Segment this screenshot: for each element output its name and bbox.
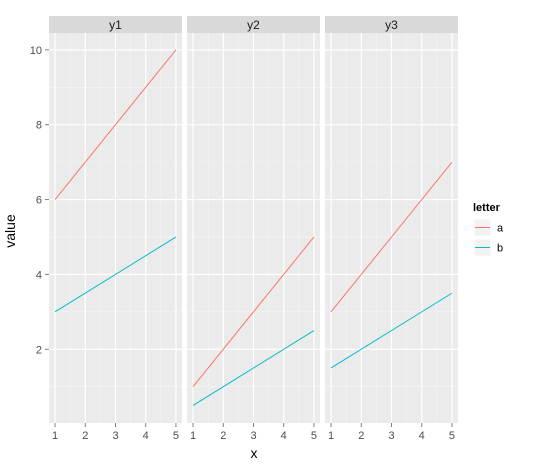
facet-strip (325, 16, 458, 33)
series-line-b (330, 292, 453, 369)
x-tick-label: 1 (328, 430, 334, 442)
facet-strip-label: y1 (109, 18, 122, 32)
x-tick-label: 5 (173, 430, 179, 442)
legend: letter ab (473, 202, 504, 257)
facet-strip-label: y2 (247, 18, 260, 32)
facet-y2: y2 (187, 16, 320, 423)
x-tick-label: 2 (220, 430, 226, 442)
facet-strip (49, 16, 182, 33)
facet-strip (187, 16, 320, 33)
legend-label-a: a (497, 223, 504, 235)
x-tick-label: 1 (52, 430, 58, 442)
x-tick-label: 3 (112, 430, 118, 442)
y-axis: 2 4 6 8 10 (30, 45, 49, 356)
legend-title: letter (473, 202, 501, 214)
y-axis-title: value (2, 214, 18, 248)
x-tick-label: 3 (250, 430, 256, 442)
y-tick-label: 4 (36, 269, 42, 281)
facet-panels: y1 y2 y3 (49, 16, 458, 423)
x-tick-label: 2 (82, 430, 88, 442)
x-tick-label: 5 (449, 430, 455, 442)
y-tick-label: 10 (30, 45, 42, 57)
y-tick-label: 8 (36, 120, 42, 132)
x-axis-title: x (251, 445, 258, 461)
facet-y1: y1 (49, 16, 182, 423)
series-line-a (192, 236, 315, 388)
series-line-b (54, 236, 177, 313)
series-line-b (192, 330, 315, 406)
series-line-a (330, 161, 453, 313)
x-tick-label: 3 (388, 430, 394, 442)
y-tick-label: 2 (36, 344, 42, 356)
x-tick-label: 2 (358, 430, 364, 442)
x-tick-label: 4 (419, 430, 425, 442)
x-tick-label: 5 (311, 430, 317, 442)
y-tick-label: 6 (36, 195, 42, 207)
legend-label-b: b (497, 243, 503, 255)
x-tick-label: 1 (190, 430, 196, 442)
series-line-a (54, 49, 177, 200)
x-tick-label: 4 (281, 430, 287, 442)
x-tick-label: 4 (143, 430, 149, 442)
facet-y3: y3 (325, 16, 458, 423)
facet-strip-label: y3 (385, 18, 398, 32)
